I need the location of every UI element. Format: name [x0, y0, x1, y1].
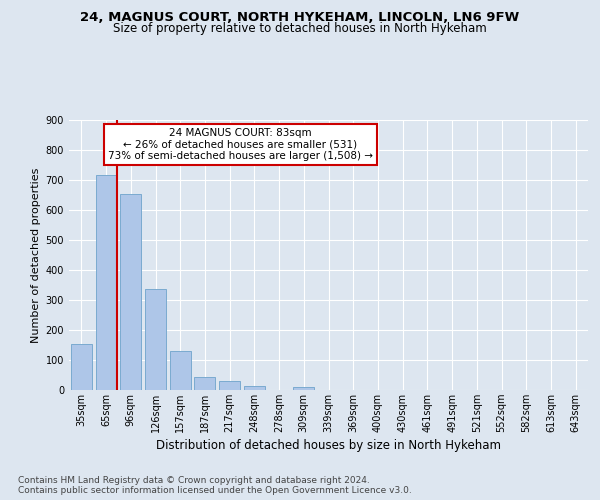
Bar [95, 175, 116, 390]
Text: Contains HM Land Registry data © Crown copyright and database right 2024.
Contai: Contains HM Land Registry data © Crown c… [18, 476, 412, 495]
Text: 24, MAGNUS COURT, NORTH HYKEHAM, LINCOLN, LN6 9FW: 24, MAGNUS COURT, NORTH HYKEHAM, LINCOLN… [80, 11, 520, 24]
Bar [71, 344, 92, 390]
Bar [120, 194, 141, 390]
Text: 24 MAGNUS COURT: 83sqm
← 26% of detached houses are smaller (531)
73% of semi-de: 24 MAGNUS COURT: 83sqm ← 26% of detached… [108, 128, 373, 162]
Bar [194, 378, 215, 390]
X-axis label: Distribution of detached houses by size in North Hykeham: Distribution of detached houses by size … [156, 439, 501, 452]
Text: Size of property relative to detached houses in North Hykeham: Size of property relative to detached ho… [113, 22, 487, 35]
Bar [244, 386, 265, 390]
Bar [145, 289, 166, 390]
Bar [170, 351, 191, 390]
Bar [219, 381, 240, 390]
Bar [293, 388, 314, 390]
Y-axis label: Number of detached properties: Number of detached properties [31, 168, 41, 342]
